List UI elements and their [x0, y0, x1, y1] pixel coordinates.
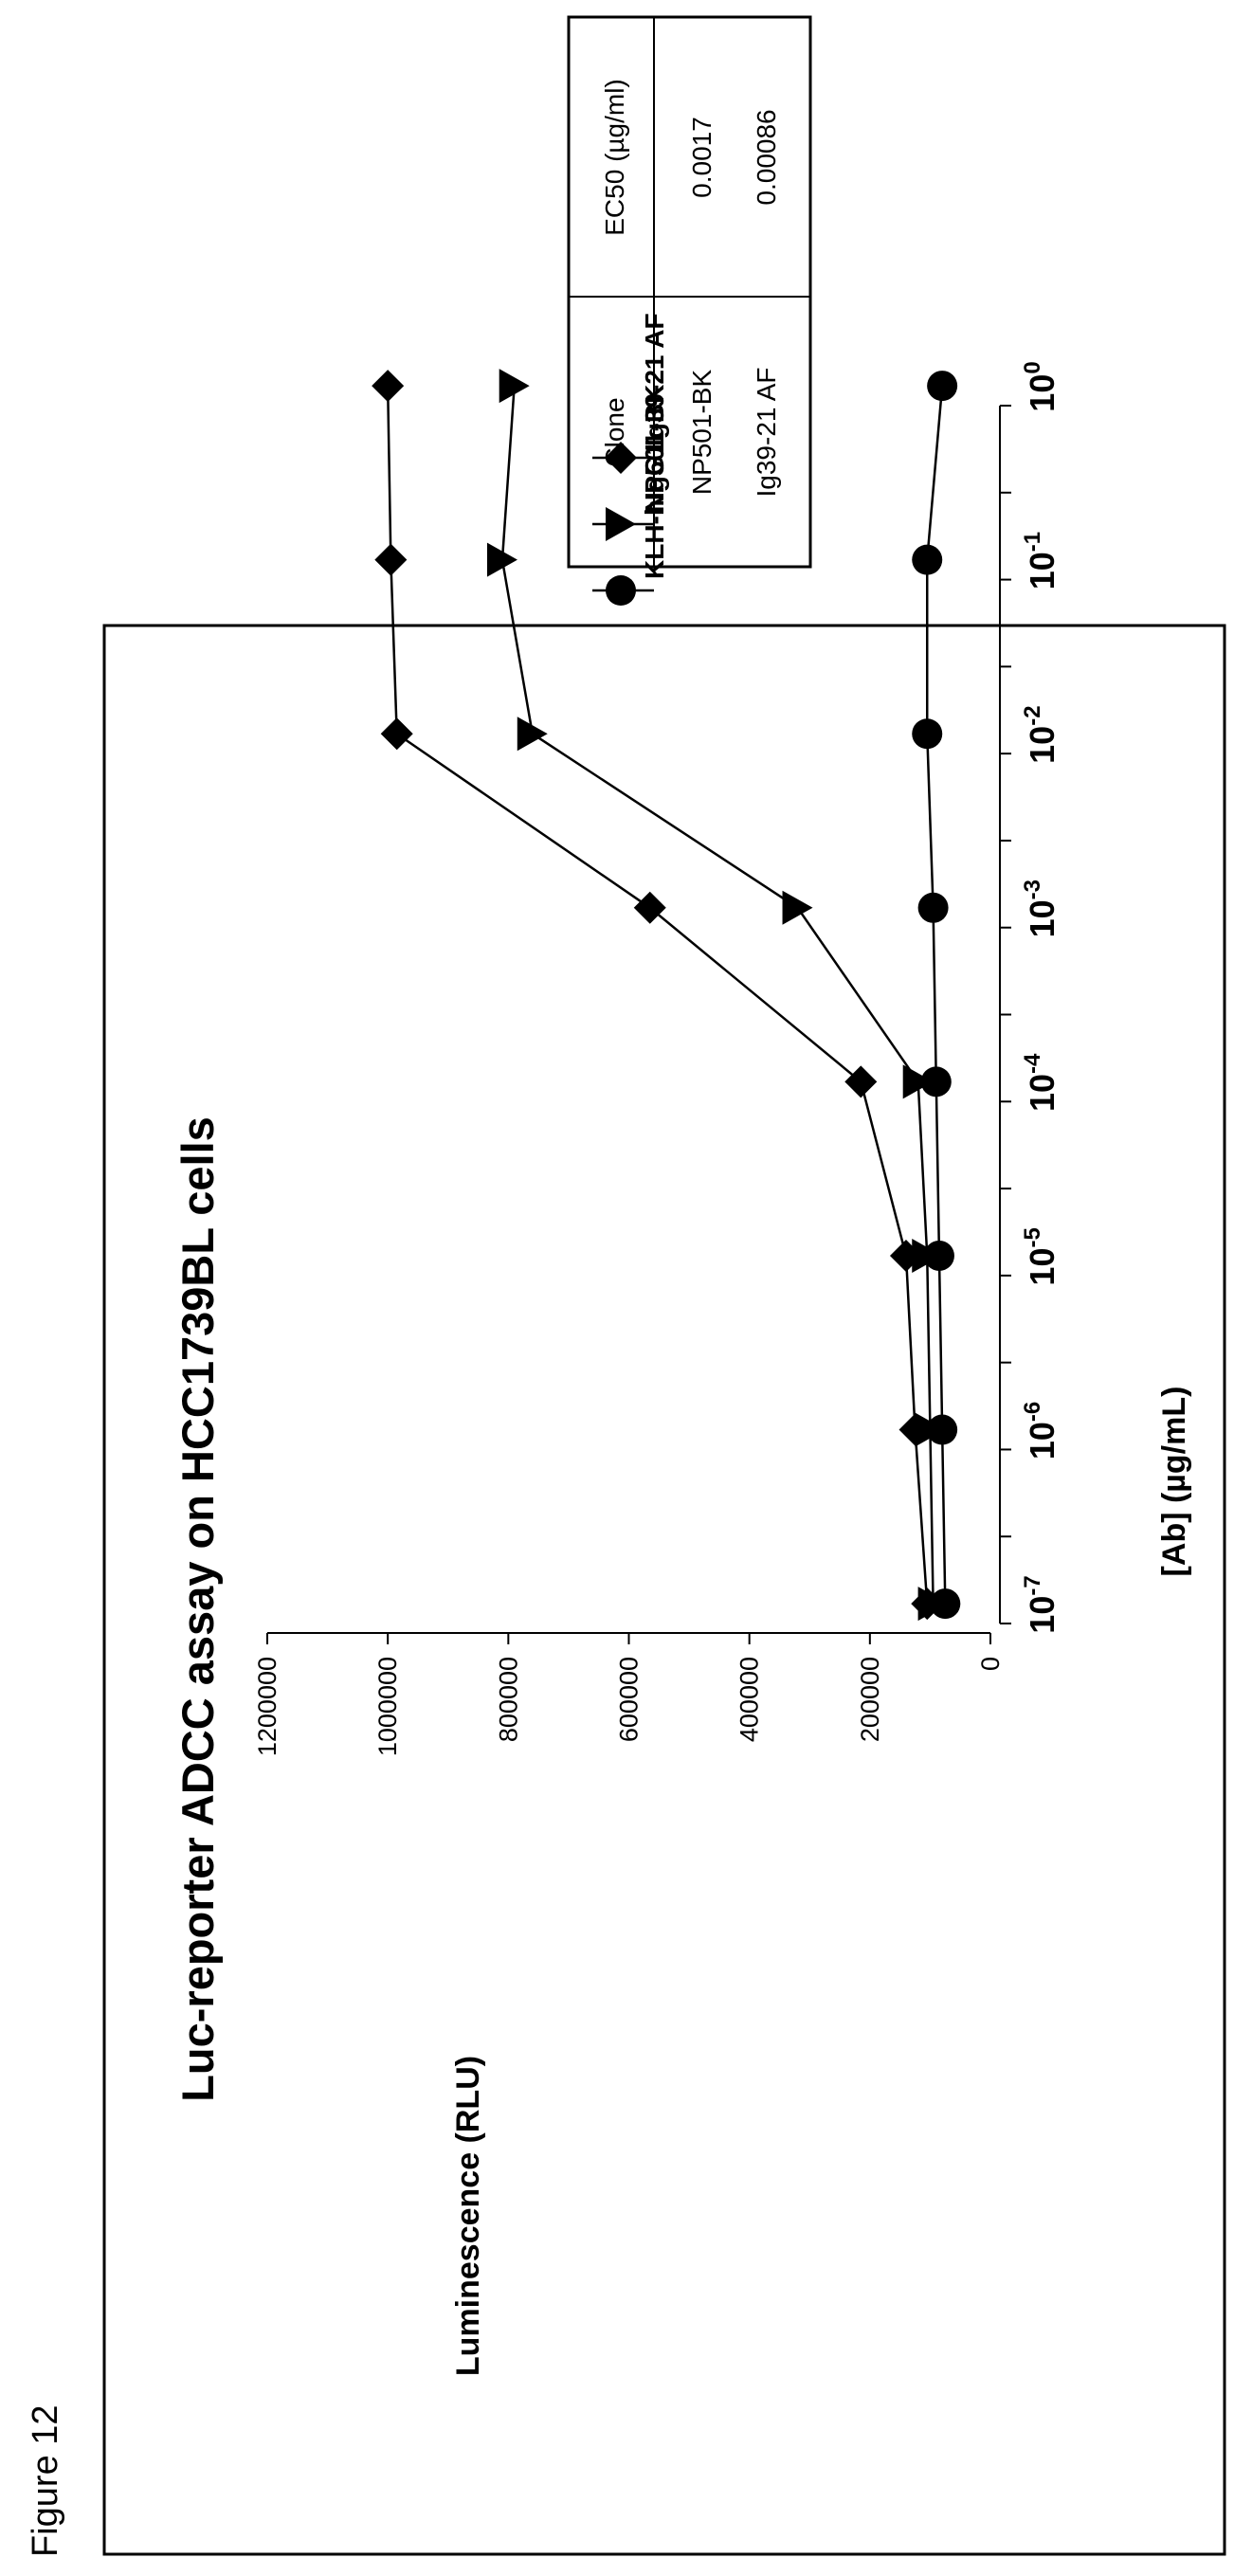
x-tick-exponent: -4: [1020, 1053, 1045, 1074]
x-axis-title: [Ab] (µg/mL): [1156, 1387, 1192, 1577]
x-tick-base: 10: [1023, 726, 1062, 764]
data-point-circle: [917, 892, 949, 923]
data-point-triangle: [782, 890, 813, 925]
x-tick-label: 10-6: [1020, 1402, 1062, 1460]
ec50-table-frame: [567, 15, 812, 569]
series-line: [500, 385, 935, 1605]
data-point-triangle: [902, 1064, 934, 1099]
data-point-circle: [920, 1066, 952, 1098]
ec50-table: Clone EC50 (µg/ml) NP501-BK 0.0017 Ig39-…: [567, 15, 812, 569]
chart-frame: [102, 624, 1226, 2556]
data-point-triangle: [912, 1238, 943, 1273]
x-tick-label: 10-5: [1020, 1227, 1062, 1285]
x-tick-exponent: -1: [1020, 532, 1045, 552]
data-point-circle: [912, 544, 943, 575]
data-point-diamond: [380, 717, 413, 751]
chart: Luc-reporter ADCC assay on HCC1739BL cel…: [172, 313, 1192, 2376]
data-point-diamond: [372, 370, 405, 403]
x-tick-base: 10: [1023, 1248, 1062, 1286]
data-point-diamond: [605, 442, 637, 474]
x-tick-exponent: 0: [1020, 361, 1045, 373]
chart-title: Luc-reporter ADCC assay on HCC1739BL cel…: [172, 1116, 223, 2102]
y-tick-label: 0: [976, 1657, 1005, 1671]
data-point-triangle: [517, 717, 548, 752]
y-tick-label: 400000: [735, 1657, 764, 1742]
data-point-diamond: [844, 1065, 878, 1098]
data-point-triangle: [606, 507, 636, 541]
series-triangle: [486, 369, 949, 1622]
x-tick-base: 10: [1023, 899, 1062, 937]
data-point-diamond: [889, 1239, 922, 1272]
ec50-row-1-clone: NP501-BK: [687, 370, 717, 496]
data-point-circle: [912, 718, 943, 750]
data-point-circle: [606, 575, 636, 606]
x-tick-label: 10-4: [1020, 1053, 1062, 1112]
y-tick-label: 600000: [615, 1657, 644, 1742]
series-line: [925, 385, 947, 1605]
x-tick-exponent: -7: [1020, 1575, 1045, 1595]
x-tick-base: 10: [1023, 1422, 1062, 1460]
x-tick-exponent: -6: [1020, 1402, 1045, 1422]
data-point-triangle: [486, 542, 517, 577]
ec50-row-1-ec50: 0.0017: [687, 117, 717, 198]
y-tick-label: 1000000: [373, 1657, 402, 1756]
data-point-diamond: [911, 1587, 944, 1621]
y-tick-label: 800000: [494, 1657, 522, 1742]
x-tick-label: 10-7: [1020, 1575, 1062, 1633]
data-point-diamond: [898, 1413, 932, 1446]
y-tick-label: 1200000: [253, 1657, 281, 1756]
figure-label: Figure 12: [26, 2404, 65, 2557]
series-diamond: [372, 370, 944, 1621]
series-layer: [372, 369, 961, 1622]
series-line: [386, 386, 929, 1605]
ec50-header-ec50: EC50 (µg/ml): [600, 79, 629, 236]
series-circle: [912, 371, 961, 1620]
ec50-header-clone: Clone: [600, 397, 629, 466]
x-tick-label: 100: [1020, 361, 1062, 411]
x-tick-exponent: -2: [1020, 705, 1045, 725]
x-tick-label: 10-3: [1020, 880, 1062, 937]
y-axis: 0 200000 400000 600000 800000 1000000 1200000: [253, 1632, 1005, 1756]
data-point-triangle: [499, 369, 530, 404]
data-point-diamond: [374, 543, 408, 576]
x-tick-exponent: -3: [1020, 880, 1045, 899]
x-tick-base: 10: [1023, 1074, 1062, 1112]
x-tick-label: 10-1: [1020, 532, 1062, 590]
x-tick-base: 10: [1023, 374, 1062, 412]
x-tick-base: 10: [1023, 1596, 1062, 1634]
y-tick-label: 200000: [856, 1657, 884, 1742]
x-tick-base: 10: [1023, 552, 1062, 590]
x-tick-label: 10-2: [1020, 705, 1062, 763]
ec50-row-2-clone: Ig39-21 AF: [752, 368, 781, 498]
x-tick-exponent: -5: [1020, 1227, 1045, 1247]
data-point-diamond: [633, 891, 666, 924]
ec50-row-2-ec50: 0.00086: [752, 109, 781, 205]
data-point-circle: [927, 371, 958, 402]
y-axis-title: Luminescence (RLU): [450, 2056, 486, 2376]
